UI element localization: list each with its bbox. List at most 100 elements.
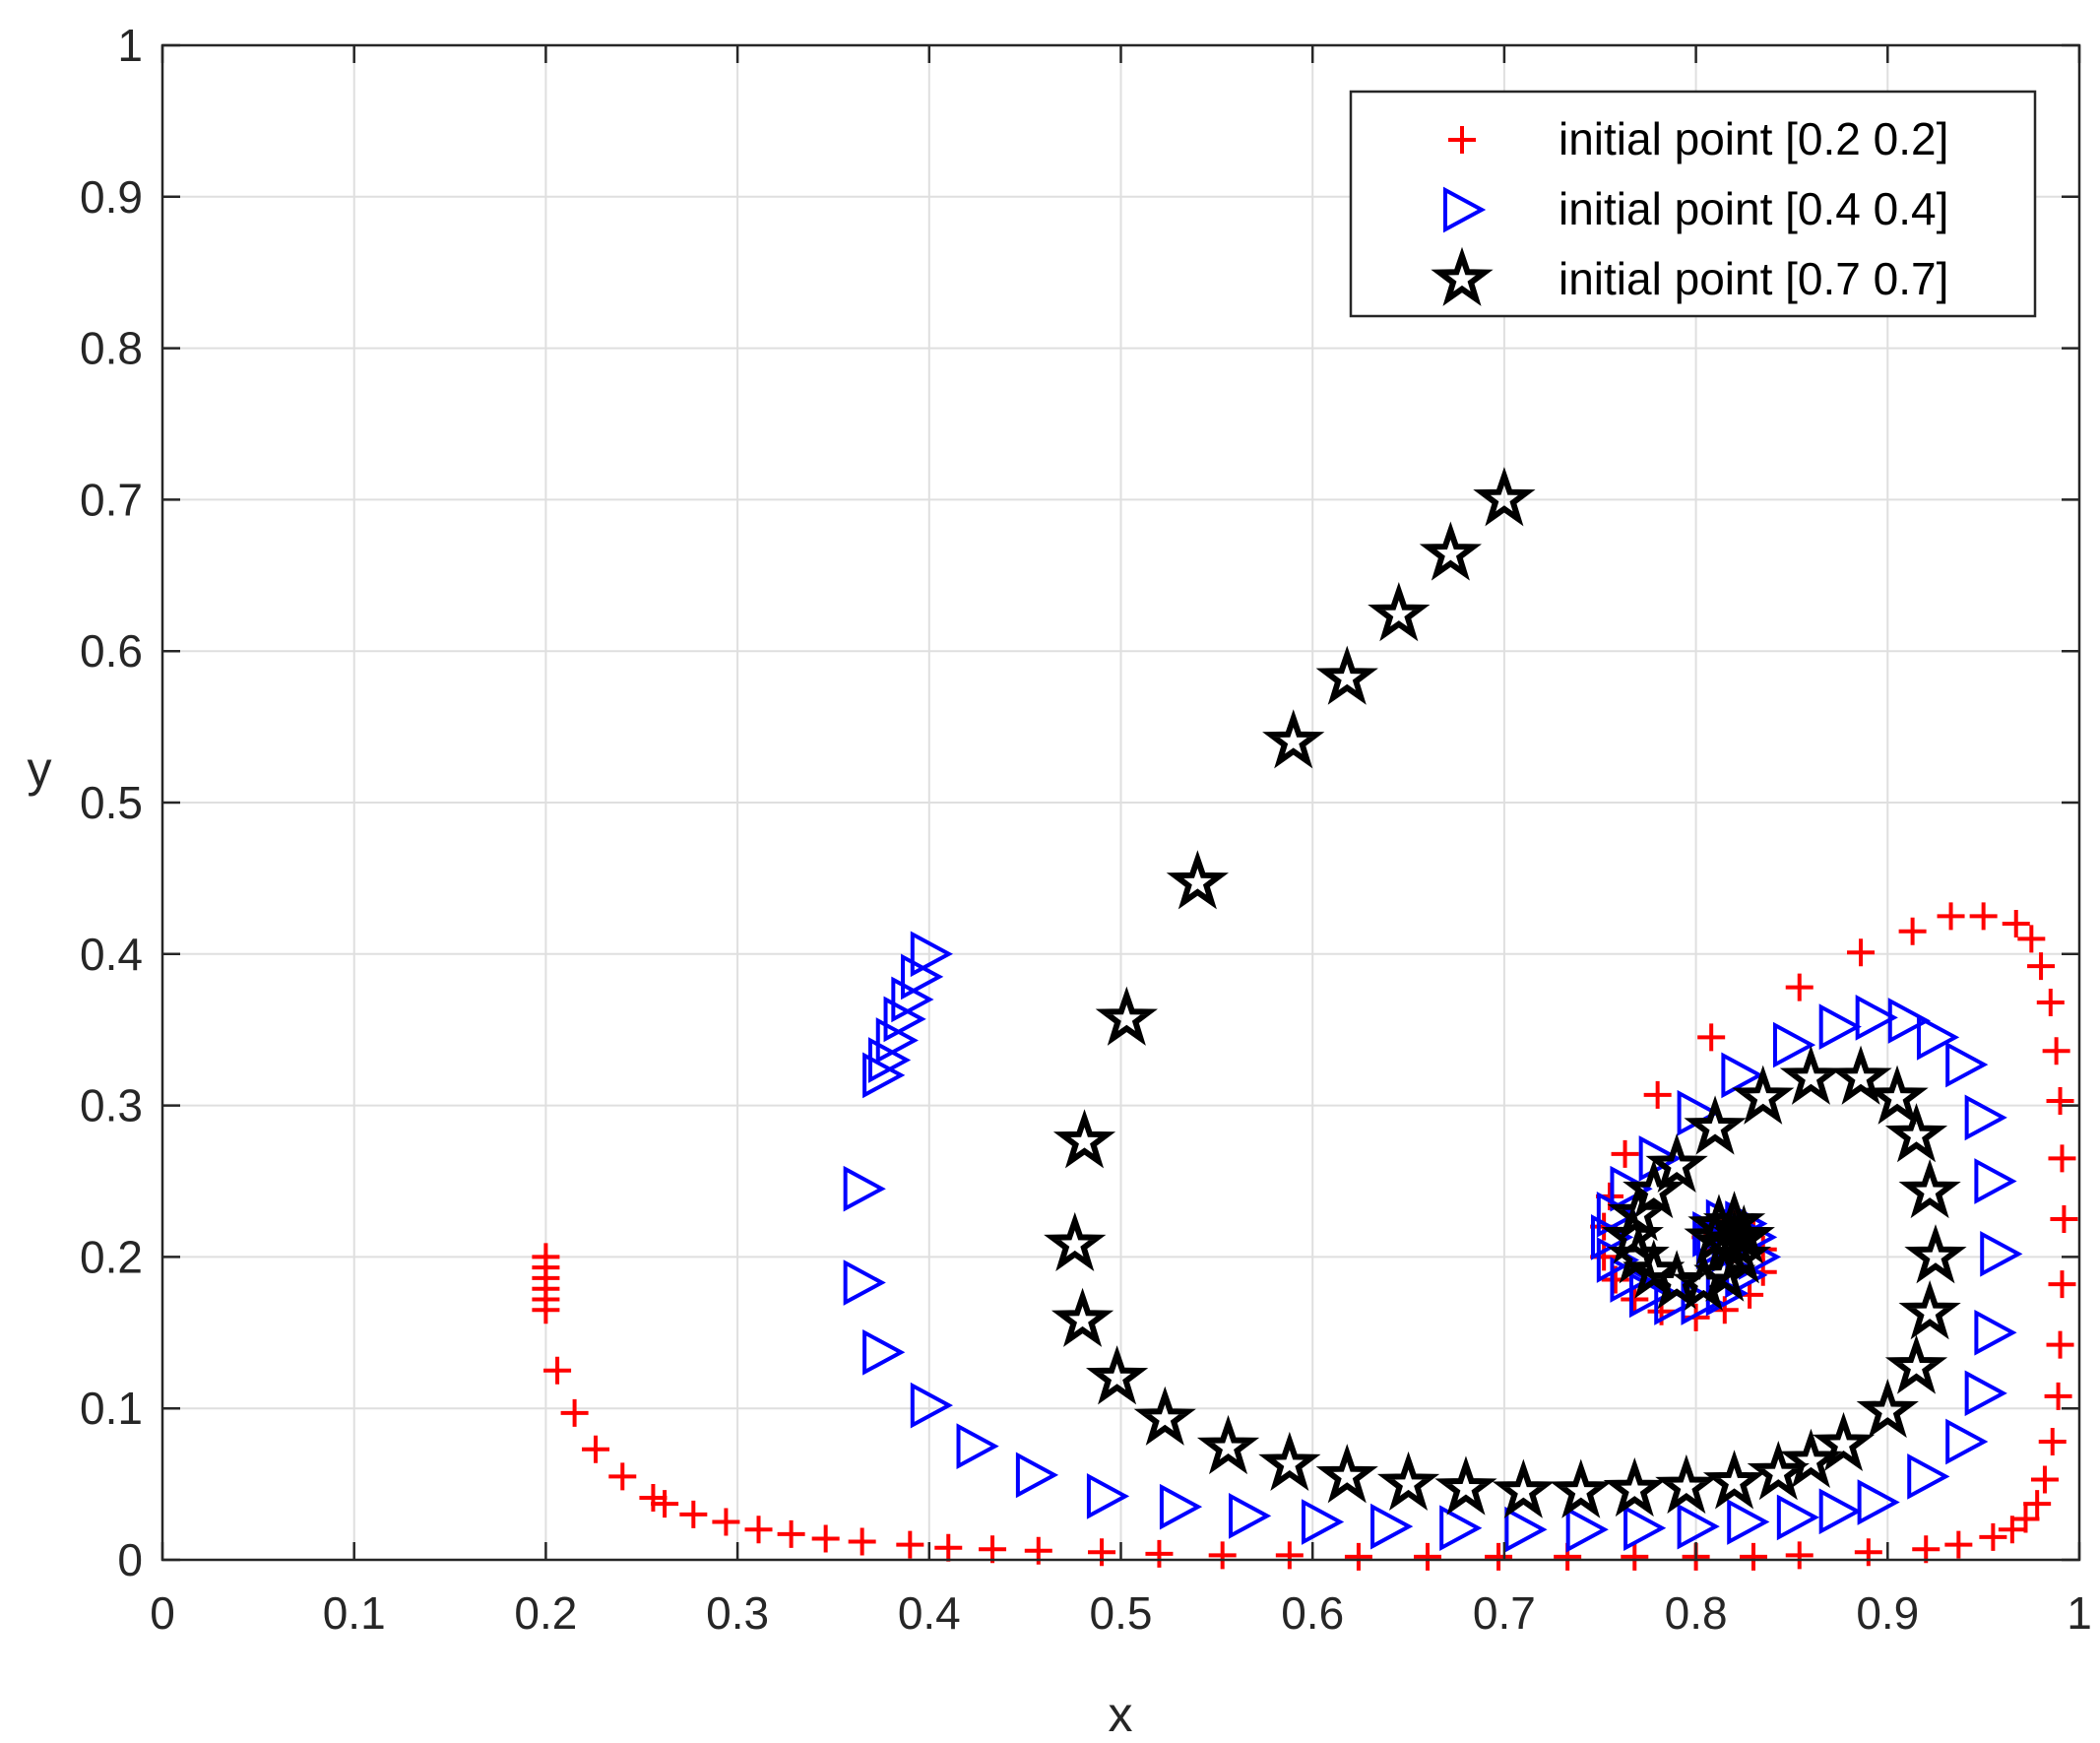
data-point <box>2048 1144 2076 1173</box>
data-point <box>1645 1132 1708 1194</box>
data-point <box>1610 1165 1653 1212</box>
data-point <box>1907 1453 1950 1500</box>
legend-box <box>1349 90 2037 318</box>
data-point <box>1145 1539 1174 1568</box>
data-point <box>1376 1451 1440 1512</box>
y-axis-label: y <box>28 742 52 797</box>
data-point <box>1434 1455 1497 1516</box>
y-tick-label: 0.8 <box>80 323 143 374</box>
data-point <box>1964 1094 2007 1141</box>
data-point <box>1772 1021 1816 1068</box>
data-point <box>651 1490 679 1518</box>
data-point <box>1196 1414 1260 1475</box>
data-point <box>1262 709 1325 769</box>
data-point <box>1088 1538 1116 1567</box>
data-point <box>1974 1158 2017 1204</box>
legend-label-1: initial point [0.2 0.2] <box>1559 113 1948 164</box>
data-point <box>1504 1506 1548 1553</box>
legend-entry-2: initial point [0.4 0.4] <box>1443 183 1948 234</box>
data-point <box>543 1356 572 1385</box>
x-tick-label: 0.9 <box>1856 1587 1919 1639</box>
data-point <box>1565 1506 1609 1553</box>
data-point <box>2017 925 2046 953</box>
data-point <box>2023 1490 2052 1518</box>
y-tick-label: 1 <box>117 20 143 71</box>
data-point <box>1166 850 1230 910</box>
data-point <box>1916 1014 1960 1061</box>
data-point <box>862 1052 906 1099</box>
data-point <box>2044 1382 2072 1410</box>
x-tick-label: 0.5 <box>1090 1587 1153 1639</box>
data-point <box>910 931 954 978</box>
data-point <box>1050 1287 1114 1347</box>
legend-marker-glyph <box>1443 186 1487 233</box>
x-tick-label: 0.1 <box>323 1587 386 1639</box>
data-point <box>1702 1450 1766 1510</box>
x-tick-label: 0.4 <box>898 1587 961 1639</box>
data-point <box>1258 1431 1321 1492</box>
data-point <box>811 1524 840 1553</box>
data-point <box>1159 1483 1203 1530</box>
data-point <box>1779 1045 1843 1105</box>
y-tick-label: 0.3 <box>80 1080 143 1131</box>
data-point <box>1133 1386 1196 1446</box>
data-point <box>1315 645 1378 705</box>
data-point <box>1969 902 1998 931</box>
data-point <box>2050 1204 2078 1233</box>
data-point <box>1344 1542 1372 1571</box>
data-point <box>1095 986 1158 1046</box>
data-point <box>1621 1542 1649 1571</box>
data-point <box>1473 467 1536 527</box>
data-point <box>862 1328 906 1376</box>
data-point <box>1682 1303 1710 1331</box>
x-tick-label: 0.8 <box>1665 1587 1728 1639</box>
data-point <box>1855 995 1898 1041</box>
data-point <box>1912 1535 1941 1564</box>
data-point <box>1085 1345 1149 1405</box>
data-point <box>1898 917 1927 945</box>
data-point <box>1485 1542 1513 1571</box>
x-tick-label: 0.2 <box>514 1587 577 1639</box>
data-point <box>979 1535 1007 1564</box>
data-point <box>934 1533 963 1562</box>
data-point <box>1638 1135 1682 1182</box>
data-point <box>532 1296 560 1324</box>
data-point <box>1370 1503 1414 1550</box>
data-point <box>1740 1542 1768 1571</box>
data-point <box>744 1516 773 1544</box>
data-point <box>1492 1458 1556 1518</box>
data-point <box>1702 1208 1766 1268</box>
y-tick-label: 0.1 <box>80 1383 143 1434</box>
data-point <box>2002 910 2030 938</box>
data-point <box>1945 1418 1989 1465</box>
x-tick-label: 0.7 <box>1473 1587 1536 1639</box>
data-point <box>910 1382 954 1429</box>
data-point <box>843 1259 886 1306</box>
data-series <box>532 467 2078 1571</box>
data-point <box>1945 1041 1989 1088</box>
data-point <box>1655 1453 1718 1515</box>
data-point <box>1812 1411 1876 1472</box>
data-point <box>777 1519 805 1548</box>
data-point <box>1884 1334 1948 1394</box>
data-point <box>848 1527 876 1556</box>
data-point <box>2030 1465 2059 1494</box>
data-point <box>2048 1270 2076 1299</box>
data-point <box>1979 1522 2007 1551</box>
data-point <box>1884 1103 1948 1163</box>
data-point <box>1974 1309 2017 1356</box>
data-point <box>1086 1473 1130 1519</box>
data-point <box>2046 1330 2074 1359</box>
data-point <box>1866 1065 1929 1125</box>
series-3 <box>1044 467 1967 1518</box>
axis-ticks: 0 0.1 0.2 0.3 0.4 0.5 0.6 0.7 0.8 0.9 1 0 0.1 0.2 0.3 0… <box>80 20 2092 1639</box>
data-point <box>1315 1444 1378 1504</box>
data-point <box>1854 1538 1882 1567</box>
data-point <box>1747 1441 1810 1501</box>
data-point <box>883 996 926 1043</box>
data-point <box>1439 1505 1483 1552</box>
y-tick-label: 0.2 <box>80 1231 143 1282</box>
data-point <box>2046 1086 2074 1115</box>
data-point <box>1052 1109 1116 1169</box>
